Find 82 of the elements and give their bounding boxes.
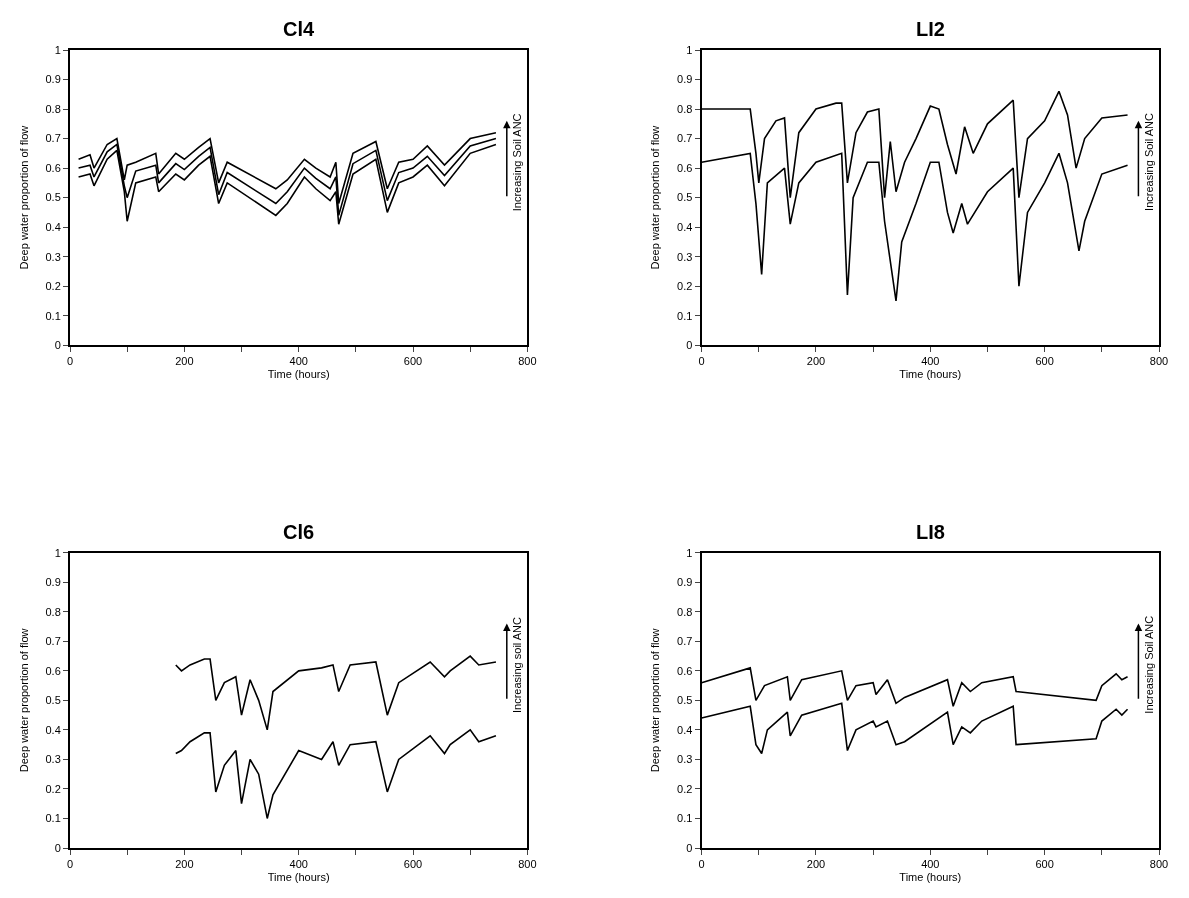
- y-tick-label: 0.9: [45, 73, 61, 86]
- y-tick-label: 0.1: [677, 309, 693, 322]
- x-axis-title: Time (hours): [899, 368, 962, 381]
- chart-title: Cl4: [283, 18, 315, 40]
- y-tick-label: 0.8: [677, 605, 693, 618]
- x-tick-label: 0: [66, 355, 74, 368]
- y-tick-label: 0: [686, 841, 693, 854]
- x-axis-title: Time (hours): [899, 870, 962, 883]
- y-tick-label: 0.9: [677, 576, 693, 589]
- y-tick-label: 0.4: [677, 723, 693, 736]
- y-tick-label: 0.7: [45, 635, 61, 648]
- x-tick-label: 200: [806, 858, 826, 871]
- chart-title: LI8: [916, 521, 945, 543]
- x-tick-label: 400: [289, 355, 308, 368]
- y-tick-label: 0.3: [677, 753, 693, 766]
- x-tick-label: 800: [1149, 858, 1169, 871]
- y-tick-label: 0.8: [45, 605, 61, 618]
- y-tick-label: 0.5: [677, 694, 693, 707]
- annotation: Increasing Soil ANC: [1142, 113, 1155, 211]
- x-tick-label: 800: [518, 355, 537, 368]
- y-tick-label: 0.3: [677, 250, 693, 263]
- x-tick-label: 600: [1035, 355, 1054, 368]
- annotation: Increasing soil ANC: [511, 616, 524, 714]
- y-tick-label: 0.8: [677, 102, 693, 115]
- y-tick-label: 0.2: [45, 280, 61, 293]
- y-tick-label: 0.9: [677, 73, 693, 86]
- y-tick-label: 0.1: [677, 812, 693, 825]
- x-tick-label: 200: [175, 858, 194, 871]
- y-tick-label: 0.2: [677, 280, 693, 293]
- y-tick-label: 0.4: [45, 221, 61, 234]
- x-tick-label: 0: [66, 858, 74, 871]
- y-tick-label: 0.3: [45, 250, 61, 263]
- y-tick-label: 0.4: [677, 221, 693, 234]
- y-tick-label: 0.6: [677, 161, 693, 174]
- x-tick-label: 800: [518, 858, 537, 871]
- line-series: [174, 655, 497, 731]
- y-tick-label: 0.6: [45, 161, 61, 174]
- x-tick-label: 400: [289, 858, 308, 871]
- x-axis-title: Time (hours): [267, 368, 330, 381]
- y-tick-label: 0: [686, 339, 693, 352]
- y-axis-title: Deep water proportion of flow: [17, 628, 30, 773]
- y-tick-label: 0.3: [45, 753, 61, 766]
- annotation: Increasing Soil ANC: [510, 113, 523, 212]
- x-tick-label: 400: [921, 355, 940, 368]
- x-tick-label: 0: [698, 355, 705, 368]
- y-axis-title: Deep water proportion of flow: [17, 125, 30, 270]
- x-axis-title: Time (hours): [267, 870, 330, 883]
- x-tick-label: 200: [175, 355, 194, 368]
- y-tick-label: 0.2: [45, 782, 61, 795]
- y-tick-label: 0.7: [677, 635, 693, 648]
- y-tick-label: 0.5: [677, 191, 693, 204]
- y-tick-label: 0.7: [45, 132, 61, 145]
- y-tick-label: 1: [686, 43, 693, 56]
- y-tick-label: 0: [54, 339, 61, 352]
- y-tick-label: 0.7: [677, 132, 693, 145]
- line-series: [174, 729, 497, 820]
- x-tick-label: 0: [698, 858, 705, 871]
- x-tick-label: 200: [806, 355, 826, 368]
- annotation: Increasing Soil ANC: [1142, 615, 1155, 714]
- y-tick-label: 0.4: [45, 723, 61, 736]
- y-tick-label: 1: [54, 43, 61, 56]
- y-tick-label: 0.2: [677, 782, 693, 795]
- x-tick-label: 400: [921, 858, 940, 871]
- chart-title: LI2: [916, 18, 945, 40]
- x-tick-label: 800: [1149, 355, 1169, 368]
- x-tick-label: 600: [403, 355, 423, 368]
- y-tick-label: 0.5: [45, 191, 61, 204]
- y-tick-label: 1: [54, 546, 61, 559]
- y-tick-label: 0.8: [45, 102, 61, 115]
- x-tick-label: 600: [1035, 858, 1054, 871]
- y-tick-label: 0.1: [45, 309, 61, 322]
- y-axis-title: Deep water proportion of flow: [649, 628, 662, 773]
- y-tick-label: 0.9: [45, 576, 61, 589]
- y-tick-label: 1: [686, 546, 693, 559]
- y-tick-label: 0.1: [45, 812, 61, 825]
- x-tick-label: 600: [403, 858, 423, 871]
- chart-title: Cl6: [283, 521, 315, 543]
- y-axis-title: Deep water proportion of flow: [649, 125, 662, 270]
- y-tick-label: 0: [54, 841, 61, 854]
- y-tick-label: 0.6: [677, 664, 693, 677]
- y-tick-label: 0.5: [45, 694, 61, 707]
- y-tick-label: 0.6: [45, 664, 61, 677]
